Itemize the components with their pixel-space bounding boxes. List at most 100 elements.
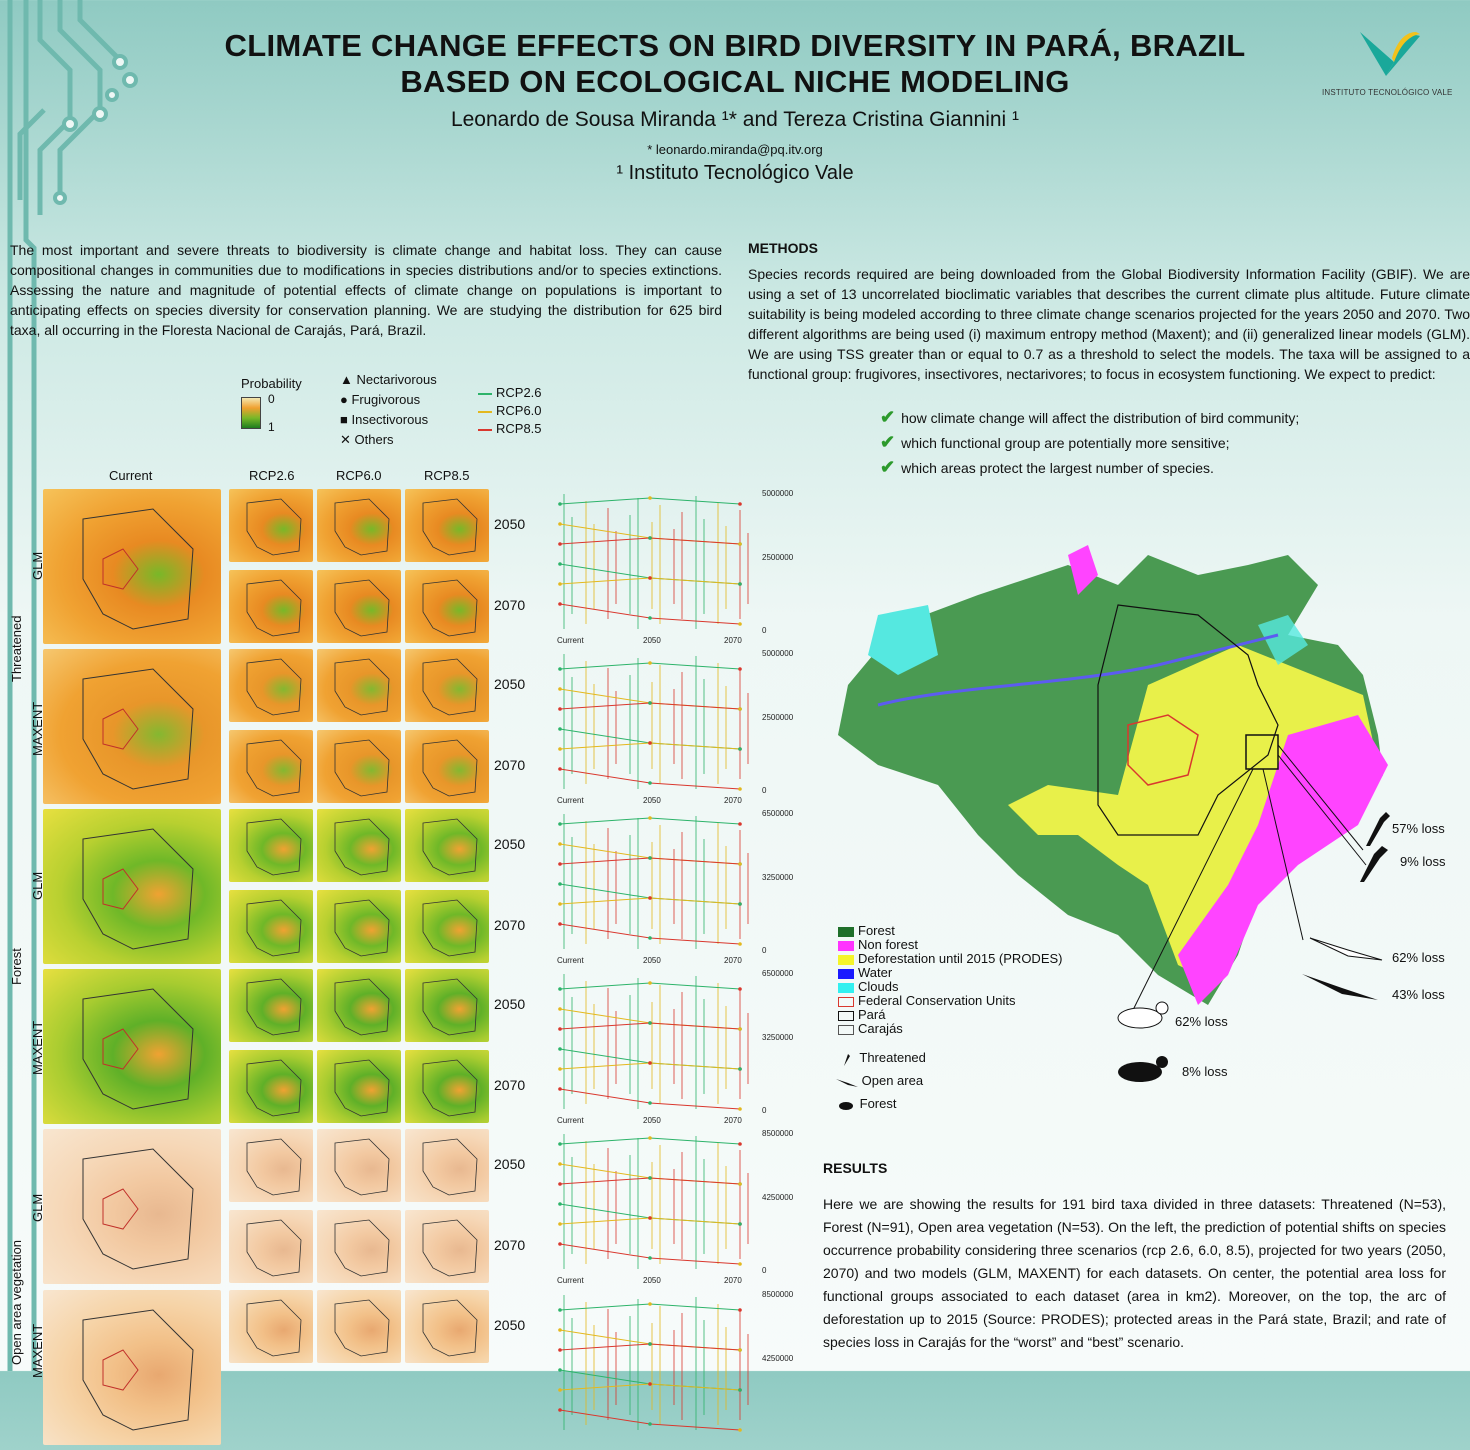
series-point — [648, 1342, 652, 1346]
scenario-prediction-map — [317, 489, 401, 562]
y-tick-label: 4250000 — [762, 1354, 794, 1363]
scenario-series-line — [559, 1088, 741, 1110]
y-tick-label: 2500000 — [762, 713, 794, 722]
legend-frugivorous: ● Frugivorous — [340, 392, 421, 407]
y-tick-label: 5000000 — [762, 649, 794, 658]
y-tick-label: 8500000 — [762, 1129, 794, 1138]
series-point — [648, 661, 652, 665]
year-label: 2050 — [494, 996, 526, 1012]
series-point — [648, 701, 652, 705]
methods-text: Species records required are being downl… — [748, 266, 1470, 382]
scenario-prediction-map — [317, 570, 401, 643]
series-point — [558, 687, 562, 691]
scenario-prediction-map — [229, 570, 313, 643]
series-point — [648, 496, 652, 500]
series-point — [738, 942, 742, 946]
series-point — [558, 1388, 562, 1392]
scenario-prediction-map — [229, 730, 313, 803]
series-point — [558, 1222, 562, 1226]
legend-others: ✕ Others — [340, 432, 394, 447]
x-tick-label: Current — [557, 636, 584, 645]
series-point — [648, 816, 652, 820]
series-point — [738, 1027, 742, 1031]
scenario-prediction-map — [229, 1210, 313, 1283]
series-point — [558, 1087, 562, 1091]
series-point — [558, 1202, 562, 1206]
year-label: 2070 — [494, 757, 526, 773]
y-tick-label: 4250000 — [762, 1193, 794, 1202]
y-tick-label: 6500000 — [762, 809, 794, 818]
series-point — [558, 747, 562, 751]
series-point — [558, 862, 562, 866]
probability-min: 0 — [268, 392, 275, 406]
series-point — [558, 502, 562, 506]
cross-icon: ✕ — [340, 432, 351, 447]
series-point — [558, 582, 562, 586]
open-area-bird-white-icon — [1309, 937, 1383, 961]
scenario-series-line — [559, 923, 741, 945]
area-loss-chart — [558, 494, 749, 629]
x-tick-label: 2050 — [643, 796, 661, 805]
series-point — [648, 1382, 652, 1386]
group-label-threatened: Threatened — [9, 615, 24, 683]
series-point — [738, 747, 742, 751]
series-point — [648, 781, 652, 785]
scenario-series-line — [559, 768, 741, 790]
legend-forest-bird: Forest — [836, 1092, 926, 1115]
forest-bird-white-icon — [1117, 1001, 1169, 1029]
expected-results-list: ✔ how climate change will affect the dist… — [880, 405, 1299, 480]
series-point — [648, 1256, 652, 1260]
forest-bird-icon — [839, 1101, 853, 1110]
model-label-glm: GLM — [30, 551, 45, 580]
threatened-bird-icon — [844, 1053, 850, 1066]
scenario-prediction-map — [229, 1129, 313, 1202]
x-tick-label: Current — [557, 1276, 584, 1285]
bird-legend: Threatened Open area Forest — [836, 1046, 926, 1115]
scenario-prediction-map — [405, 1290, 489, 1363]
results-heading: RESULTS — [823, 1160, 888, 1176]
scenario-prediction-map — [405, 1129, 489, 1202]
check-icon: ✔ — [880, 407, 896, 427]
x-tick-label: Current — [557, 956, 584, 965]
scenario-series-line — [559, 1008, 741, 1030]
series-point — [738, 987, 742, 991]
col-head-current: Current — [109, 468, 153, 483]
series-point — [738, 1262, 742, 1266]
legend-para: Pará — [838, 1008, 1062, 1022]
series-point — [558, 902, 562, 906]
series-point — [558, 1067, 562, 1071]
loss-forest-best: 8% loss — [1182, 1064, 1228, 1079]
y-tick-label: 3250000 — [762, 873, 794, 882]
series-point — [738, 822, 742, 826]
x-tick-label: 2050 — [643, 956, 661, 965]
scenario-prediction-map — [229, 890, 313, 963]
map-legend: Forest Non forest Deforestation until 20… — [838, 924, 1062, 1036]
check-item: ✔ which functional group are potentially … — [880, 432, 1230, 452]
scenario-prediction-map — [405, 730, 489, 803]
col-head-rcp60: RCP6.0 — [336, 468, 382, 483]
scenario-series-line — [559, 728, 741, 750]
scenario-prediction-map — [317, 1050, 401, 1123]
series-point — [648, 1136, 652, 1140]
model-label-glm: GLM — [30, 871, 45, 900]
scenario-series-line — [559, 523, 741, 545]
series-point — [558, 1348, 562, 1352]
year-label: 2070 — [494, 1077, 526, 1093]
series-point — [648, 576, 652, 580]
legend-deforestation: Deforestation until 2015 (PRODES) — [838, 952, 1062, 966]
rcp-legend: RCP2.6 RCP6.0 RCP8.5 — [478, 384, 542, 438]
scenario-prediction-map — [317, 1210, 401, 1283]
area-loss-chart — [558, 1295, 749, 1432]
area-loss-chart — [558, 974, 749, 1111]
scenario-prediction-map — [405, 890, 489, 963]
scenario-prediction-map — [229, 809, 313, 882]
series-point — [648, 1101, 652, 1105]
probability-color-bar — [241, 397, 261, 429]
year-label: 2050 — [494, 676, 526, 692]
series-point — [648, 896, 652, 900]
scenario-series-line — [559, 1163, 741, 1185]
scenario-series-line — [559, 688, 741, 710]
series-point — [738, 1308, 742, 1312]
y-tick-label: 0 — [762, 786, 767, 795]
series-point — [558, 767, 562, 771]
